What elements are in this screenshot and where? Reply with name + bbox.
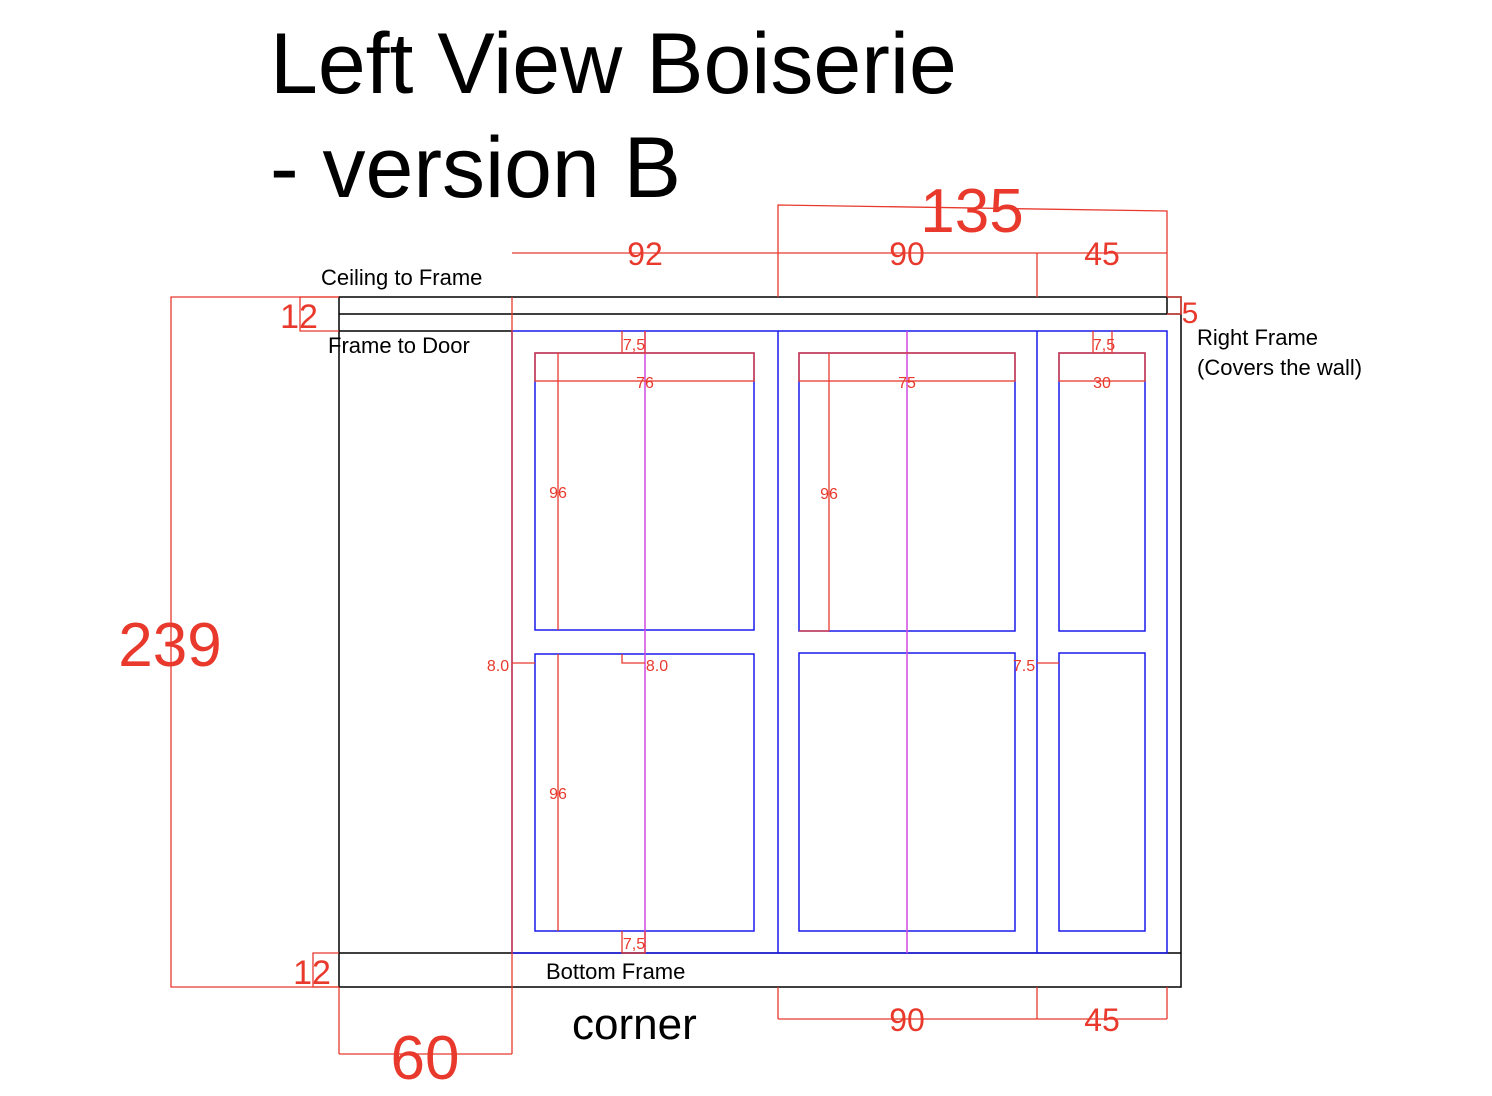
dim-top-panel2: 90: [889, 236, 925, 272]
page-title: Left View Boiserie - version B: [270, 12, 957, 220]
wall-outline: [338, 296, 1182, 988]
dim-bottom-frame: 12: [293, 954, 331, 992]
label-right-frame-note: (Covers the wall): [1197, 355, 1363, 380]
dim-stile-left: 8.0: [487, 658, 509, 675]
dim-total-height: 239: [118, 611, 221, 680]
dim-inner-width-p3: 30: [1093, 375, 1111, 392]
dim-stile-right: 7.5: [1013, 658, 1035, 675]
title-line-1: Left View Boiserie: [270, 16, 957, 112]
label-bottom-frame: Bottom Frame: [546, 959, 686, 984]
dim-inner-width-p1: 76: [636, 375, 654, 392]
label-ceiling-to-frame: Ceiling to Frame: [321, 265, 483, 290]
panel-molding-right-lower: [1058, 652, 1146, 932]
dim-top-panel3: 45: [1084, 236, 1120, 272]
dim-bottom-panel2: 90: [889, 1002, 925, 1038]
dim-right-frame: 5: [1182, 297, 1199, 330]
dim-rail-p1-bottom: 7,5: [623, 936, 645, 953]
boiserie-frame: [511, 330, 1168, 954]
dim-top-span: 135: [920, 177, 1023, 246]
dim-rail-p3-top: 7,5: [1093, 337, 1115, 354]
dim-inner-height-p2-upper: 96: [820, 486, 838, 503]
dim-inner-width-p2: 75: [898, 375, 916, 392]
dim-top-panel1: 92: [627, 236, 663, 272]
dim-bottom-panel3: 45: [1084, 1002, 1120, 1038]
dim-rail-p1-top: 7,5: [623, 337, 645, 354]
panel-molding-right-upper: [1058, 352, 1146, 632]
dim-inner-height-p1-lower: 96: [549, 786, 567, 803]
title-line-2: - version B: [270, 120, 682, 216]
label-frame-to-door: Frame to Door: [328, 333, 470, 358]
label-corner: corner: [572, 1000, 697, 1049]
label-right-frame: Right Frame: [1197, 325, 1319, 350]
dim-ceiling-gap: 12: [280, 298, 318, 336]
dimension-lines: [170, 204, 1182, 1055]
dim-corner-width: 60: [391, 1024, 460, 1093]
dim-inner-height-p1-upper: 96: [549, 485, 567, 502]
dim-mid-rail: 8.0: [646, 658, 668, 675]
